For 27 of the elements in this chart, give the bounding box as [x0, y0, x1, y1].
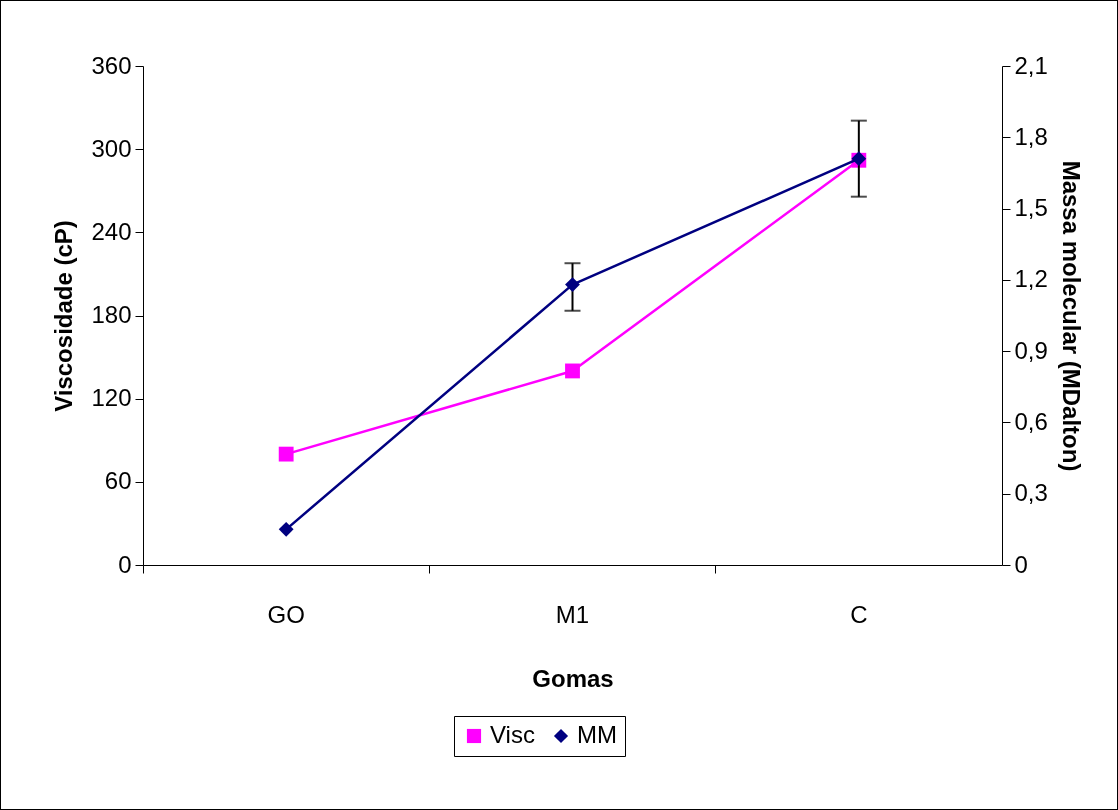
y2-tick-label: 0,9 [1014, 336, 1048, 364]
legend-label: MM [577, 721, 617, 748]
y2-tick-label: 2,1 [1014, 51, 1048, 79]
y-tick-label: 180 [91, 301, 132, 328]
point [278, 521, 294, 537]
y2-tick-label: 1,8 [1014, 122, 1048, 150]
y-axis-title: Viscosidade (cP) [50, 220, 78, 412]
y-tick-label: 240 [91, 217, 132, 245]
y-tick-label: 120 [91, 384, 132, 412]
y2-tick-label: 0 [1014, 550, 1028, 578]
y-tick-label: 300 [91, 134, 132, 162]
point [565, 363, 580, 379]
point [565, 277, 580, 293]
y-tick-label: 0 [118, 550, 132, 578]
y2-tick-label: 1,5 [1014, 194, 1048, 222]
x-tick-label: GO [267, 600, 305, 628]
x-axis-title: Gomas [532, 664, 614, 692]
x-tick-label: M1 [555, 600, 590, 628]
point [278, 446, 294, 462]
x-tick-label: C [850, 600, 868, 628]
y2-tick-label: 0,3 [1014, 479, 1048, 507]
y2-axis-title: Massa molecular (MDalton) [1057, 160, 1085, 472]
y-tick-label: 360 [91, 51, 132, 79]
y2-tick-label: 1,2 [1014, 265, 1048, 293]
legend-label: Visc [490, 721, 535, 748]
y-tick-label: 60 [104, 467, 132, 495]
y2-tick-label: 0,6 [1014, 407, 1048, 435]
